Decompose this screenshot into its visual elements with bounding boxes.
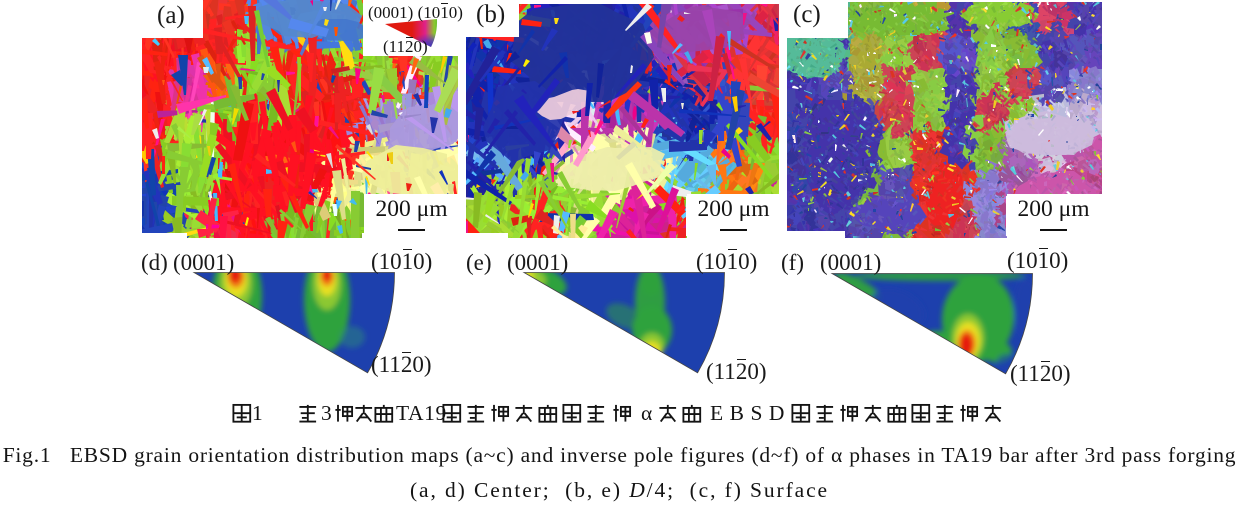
svg-text:3: 3 — [321, 402, 332, 425]
svg-text:α: α — [641, 402, 652, 425]
svg-text:TA19: TA19 — [396, 402, 447, 425]
svg-text:EBSD: EBSD — [710, 402, 791, 425]
svg-text:1: 1 — [252, 402, 263, 425]
